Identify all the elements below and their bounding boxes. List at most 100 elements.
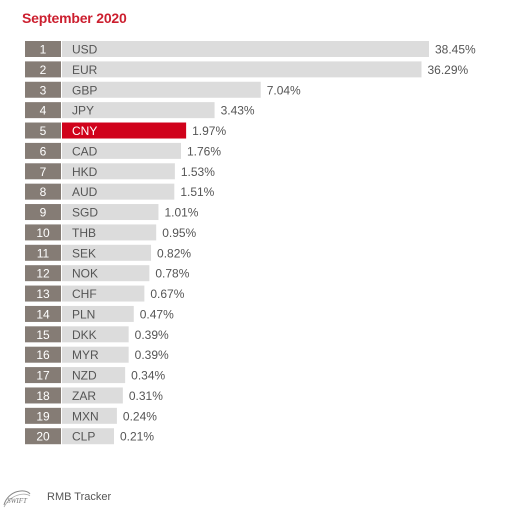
rank-label: 11 — [37, 246, 50, 260]
bar — [62, 224, 157, 241]
swift-logo-text: SWIFT — [7, 497, 28, 505]
rank-label: 20 — [36, 430, 50, 444]
footer-label: RMB Tracker — [47, 491, 112, 503]
value-label: 0.47% — [140, 307, 174, 321]
bar — [62, 265, 150, 282]
rank-label: 6 — [40, 144, 47, 158]
category-label: PLN — [72, 307, 95, 321]
rank-box — [25, 122, 61, 139]
bar — [62, 428, 114, 445]
value-label: 1.76% — [187, 144, 221, 158]
value-label: 0.67% — [150, 287, 184, 301]
bar — [62, 367, 126, 384]
rank-box — [25, 163, 61, 180]
rank-box — [25, 367, 61, 384]
value-label: 38.45% — [435, 43, 476, 57]
rank-box — [25, 387, 61, 404]
value-label: 0.39% — [135, 348, 169, 362]
category-label: USD — [72, 43, 98, 57]
bar — [62, 326, 129, 343]
value-label: 0.95% — [162, 226, 196, 240]
category-label: NZD — [72, 369, 97, 383]
bar — [62, 142, 181, 159]
value-label: 1.97% — [192, 124, 226, 138]
bar — [62, 285, 145, 302]
category-label: SGD — [72, 206, 98, 220]
bar-highlight — [62, 122, 187, 139]
rank-box — [25, 265, 61, 282]
category-label: JPY — [72, 104, 94, 118]
rank-label: 10 — [36, 226, 50, 240]
rank-label: 2 — [40, 63, 47, 77]
category-label: CHF — [72, 287, 97, 301]
bar — [62, 163, 175, 180]
bar — [62, 41, 429, 57]
rank-box — [25, 204, 61, 221]
rank-label: 3 — [40, 83, 47, 97]
rank-box — [25, 407, 61, 424]
rank-box — [25, 326, 61, 343]
rank-label: 18 — [36, 389, 50, 403]
rank-label: 16 — [36, 348, 50, 362]
rank-box — [25, 285, 61, 302]
rank-label: 14 — [36, 307, 50, 321]
category-label: MYR — [72, 348, 99, 362]
rank-label: 1 — [40, 43, 47, 57]
value-label: 0.21% — [120, 430, 154, 444]
bar — [62, 183, 175, 200]
value-label: 0.31% — [129, 389, 163, 403]
rank-label: 9 — [40, 206, 47, 220]
bar — [62, 244, 152, 261]
value-label: 1.51% — [180, 185, 214, 199]
category-label: AUD — [72, 185, 98, 199]
rank-box — [25, 305, 61, 322]
bar — [62, 61, 422, 78]
category-label: HKD — [72, 165, 98, 179]
rank-box — [25, 81, 61, 98]
rank-label: 19 — [36, 409, 50, 423]
category-label: ZAR — [72, 389, 96, 403]
rank-label: 17 — [36, 369, 50, 383]
chart-title: September 2020 — [22, 10, 127, 26]
swift-logo: SWIFT — [3, 490, 31, 508]
rank-box — [25, 346, 61, 363]
value-label: 3.43% — [221, 104, 255, 118]
bar — [62, 204, 159, 221]
value-label: 0.39% — [135, 328, 169, 342]
rank-box — [25, 224, 61, 241]
rank-label: 8 — [40, 185, 47, 199]
rank-label: 7 — [40, 165, 47, 179]
rank-box — [25, 428, 61, 445]
value-label: 1.53% — [181, 165, 215, 179]
bar — [62, 407, 117, 424]
category-label: DKK — [72, 328, 97, 342]
rank-label: 12 — [36, 267, 50, 281]
rank-box — [25, 183, 61, 200]
category-label: CAD — [72, 144, 98, 158]
category-label: CLP — [72, 430, 95, 444]
value-label: 7.04% — [267, 83, 301, 97]
category-label: CNY — [72, 124, 97, 138]
rank-label: 5 — [40, 124, 47, 138]
bar — [62, 102, 215, 119]
value-label: 0.24% — [123, 409, 157, 423]
value-label: 36.29% — [427, 63, 468, 77]
rank-box — [25, 244, 61, 261]
ranking-chart: 1 USD 38.45% 2 EUR 36.29% 3 GBP 7.04% 4 JPY 3.43% 5 C… — [25, 41, 476, 445]
category-label: MXN — [72, 409, 99, 423]
rank-label: 4 — [40, 104, 47, 118]
footer: SWIFT RMB Tracker — [0, 482, 509, 512]
bar — [62, 81, 261, 98]
value-label: 0.34% — [131, 369, 165, 383]
rank-box — [25, 61, 61, 78]
bar — [62, 305, 134, 322]
value-label: 1.01% — [164, 206, 198, 220]
category-label: SEK — [72, 246, 96, 260]
category-label: GBP — [72, 83, 97, 97]
rank-box — [25, 102, 61, 119]
rank-label: 13 — [36, 287, 50, 301]
category-label: NOK — [72, 267, 98, 281]
bar — [62, 387, 123, 404]
value-label: 0.82% — [157, 246, 191, 260]
bar — [62, 346, 129, 363]
